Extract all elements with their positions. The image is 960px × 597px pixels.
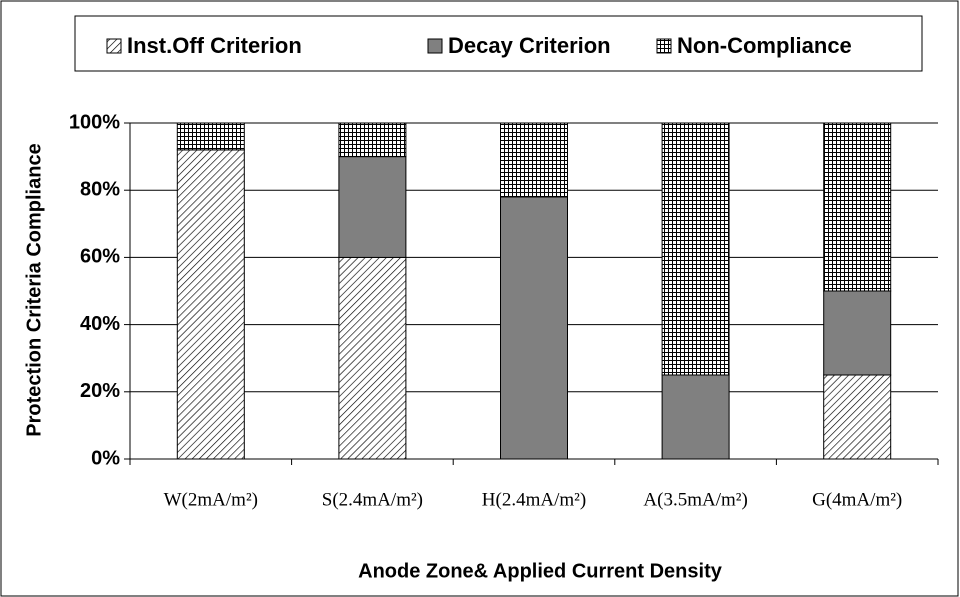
y-tick-label: 60% <box>80 246 120 268</box>
bar-segment <box>338 256 407 460</box>
y-tick-label: 80% <box>80 178 120 200</box>
bar-segment <box>176 149 245 460</box>
bar-segment <box>176 122 245 151</box>
legend-swatch <box>656 38 672 54</box>
bar-segment <box>500 196 568 460</box>
y-tick-label: 100% <box>69 111 120 133</box>
y-tick-label: 20% <box>80 380 120 402</box>
legend-label: Non-Compliance <box>677 33 852 58</box>
legend-box <box>74 15 923 72</box>
legend-swatch <box>106 38 122 54</box>
legend-label: Decay Criterion <box>448 33 611 58</box>
bar-segment <box>661 122 730 376</box>
x-tick-label: A(3.5mA/m²) <box>643 489 747 510</box>
bar-segment <box>661 374 730 460</box>
bar-segment <box>823 374 892 460</box>
bar-segment <box>338 156 407 258</box>
x-tick-label: G(4mA/m²) <box>812 489 902 510</box>
y-axis-label: Protection Criteria Compliance <box>23 143 45 436</box>
legend-swatch <box>427 38 443 54</box>
bar-segment <box>823 122 892 292</box>
y-tick-label: 0% <box>91 447 120 469</box>
bar-segment <box>338 122 407 158</box>
bar-segment <box>823 290 892 376</box>
bar-segment <box>500 122 568 198</box>
x-tick-label: W(2mA/m²) <box>164 489 258 510</box>
y-tick-label: 40% <box>80 313 120 335</box>
x-tick-label: S(2.4mA/m²) <box>322 489 423 510</box>
x-axis-label: Anode Zone& Applied Current Density <box>358 560 723 582</box>
x-tick-label: H(2.4mA/m²) <box>482 489 586 510</box>
legend-label: Inst.Off Criterion <box>127 33 302 58</box>
